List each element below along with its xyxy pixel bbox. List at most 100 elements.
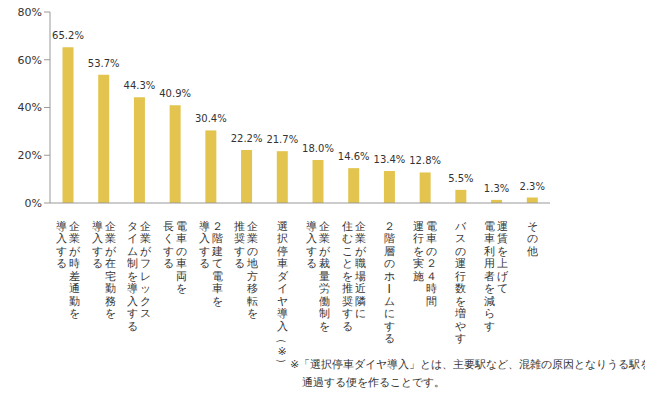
- svg-text:65.2%: 65.2%: [52, 30, 84, 41]
- svg-text:す: す: [234, 245, 245, 258]
- svg-text:を: を: [105, 307, 116, 320]
- svg-text:21.7%: 21.7%: [266, 134, 298, 145]
- svg-text:４: ４: [426, 270, 437, 283]
- svg-text:を: を: [69, 307, 80, 320]
- svg-text:両: 両: [176, 270, 187, 283]
- svg-text:車: 車: [426, 232, 437, 245]
- svg-text:ス: ス: [455, 232, 466, 245]
- svg-text:宅: 宅: [105, 270, 116, 283]
- svg-text:停: 停: [277, 245, 288, 258]
- svg-text:導: 導: [92, 220, 103, 233]
- svg-text:者: 者: [484, 270, 495, 283]
- svg-text:行: 行: [455, 270, 466, 283]
- svg-text:業: 業: [319, 232, 330, 245]
- svg-text:40%: 40%: [18, 101, 42, 114]
- svg-text:す: す: [342, 307, 353, 320]
- svg-text:入: 入: [56, 232, 67, 245]
- svg-text:す: す: [92, 245, 103, 258]
- svg-text:ら: ら: [484, 307, 495, 320]
- svg-text:の: の: [384, 257, 395, 270]
- svg-text:を: を: [455, 295, 466, 308]
- svg-text:に: に: [384, 307, 395, 320]
- svg-text:導: 導: [127, 282, 138, 295]
- svg-text:ム: ム: [384, 295, 395, 308]
- svg-text:す: す: [306, 245, 317, 258]
- svg-text:を: を: [247, 307, 258, 320]
- svg-text:53.7%: 53.7%: [88, 58, 120, 69]
- svg-text:ッ: ッ: [140, 282, 151, 295]
- svg-text:移: 移: [247, 282, 258, 295]
- svg-text:る: る: [384, 332, 395, 345]
- svg-text:て: て: [497, 282, 508, 295]
- svg-text:企: 企: [140, 220, 151, 233]
- svg-text:そ: そ: [527, 220, 538, 233]
- svg-text:に: に: [355, 307, 366, 320]
- svg-text:す: す: [484, 320, 495, 333]
- svg-text:レ: レ: [140, 270, 151, 283]
- svg-text:労: 労: [319, 282, 330, 295]
- svg-text:業: 業: [69, 232, 80, 245]
- svg-text:ヤ: ヤ: [277, 295, 288, 308]
- svg-text:1.3%: 1.3%: [484, 183, 509, 194]
- svg-text:導: 導: [199, 220, 210, 233]
- svg-text:80%: 80%: [18, 6, 42, 19]
- svg-text:18.0%: 18.0%: [302, 143, 334, 154]
- svg-text:運: 運: [497, 220, 508, 233]
- svg-text:車: 車: [277, 257, 288, 270]
- svg-text:択: 択: [277, 232, 288, 245]
- svg-text:る: る: [234, 257, 245, 270]
- svg-text:が: が: [69, 245, 81, 258]
- svg-text:ク: ク: [140, 295, 151, 308]
- svg-text:40.9%: 40.9%: [159, 88, 191, 99]
- svg-text:電: 電: [484, 220, 495, 233]
- svg-text:企: 企: [105, 220, 116, 233]
- svg-text:企: 企: [69, 220, 80, 233]
- svg-text:制: 制: [127, 257, 138, 270]
- svg-text:２: ２: [212, 220, 223, 233]
- svg-text:る: る: [342, 320, 353, 333]
- svg-text:を: を: [176, 282, 187, 295]
- svg-text:差: 差: [69, 270, 80, 283]
- svg-text:2.3%: 2.3%: [520, 181, 545, 192]
- svg-text:る: る: [56, 257, 67, 270]
- svg-text:ダ: ダ: [277, 270, 289, 283]
- svg-text:の: の: [247, 245, 258, 258]
- svg-text:の: の: [176, 245, 187, 258]
- svg-text:選: 選: [277, 220, 288, 233]
- svg-text:実: 実: [413, 257, 424, 270]
- svg-text:車: 車: [484, 232, 495, 245]
- svg-text:電: 電: [426, 220, 437, 233]
- svg-text:企: 企: [247, 220, 258, 233]
- svg-text:賃: 賃: [497, 232, 508, 245]
- svg-text:方: 方: [247, 270, 258, 283]
- svg-text:の: の: [426, 245, 437, 258]
- svg-text:こ: こ: [342, 245, 353, 258]
- svg-text:階: 階: [384, 232, 395, 245]
- svg-text:が: が: [105, 245, 117, 258]
- svg-text:入: 入: [127, 295, 138, 308]
- svg-text:が: が: [140, 245, 152, 258]
- svg-text:階: 階: [212, 232, 223, 245]
- svg-text:導: 導: [277, 307, 288, 320]
- svg-text:通: 通: [69, 282, 80, 295]
- svg-text:車: 車: [176, 232, 187, 245]
- svg-text:間: 間: [426, 295, 437, 308]
- svg-text:を: を: [497, 245, 508, 258]
- svg-text:む: む: [342, 232, 353, 245]
- svg-text:建: 建: [211, 245, 223, 258]
- svg-text:12.8%: 12.8%: [409, 155, 441, 166]
- svg-text:る: る: [306, 257, 317, 270]
- svg-text:て: て: [212, 257, 223, 270]
- svg-text:近: 近: [355, 282, 366, 295]
- svg-text:を: を: [212, 295, 223, 308]
- svg-text:フ: フ: [140, 257, 151, 270]
- svg-text:隣: 隣: [355, 295, 366, 308]
- svg-text:30.4%: 30.4%: [195, 113, 227, 124]
- svg-text:る: る: [199, 257, 210, 270]
- svg-text:13.4%: 13.4%: [374, 154, 406, 165]
- svg-text:奨: 奨: [234, 232, 245, 245]
- svg-text:44.3%: 44.3%: [124, 80, 156, 91]
- svg-text:ー: ー: [382, 283, 395, 294]
- svg-text:減: 減: [484, 295, 495, 308]
- svg-text:20%: 20%: [18, 149, 42, 162]
